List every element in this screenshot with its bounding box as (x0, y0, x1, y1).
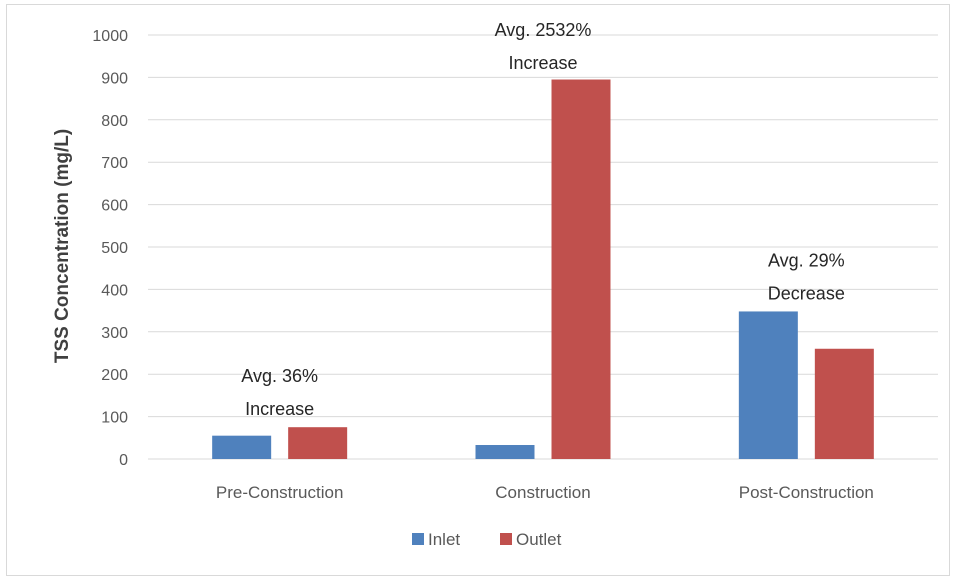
annotations: Avg. 36% Increase Avg. 2532% Increase Avg. 2… (241, 20, 845, 419)
y-tick-label: 1000 (92, 28, 128, 45)
category-label: Pre-Construction (216, 483, 344, 502)
y-tick-label: 300 (101, 325, 128, 342)
y-tick-label: 100 (101, 410, 128, 427)
legend: Inlet Outlet (412, 530, 562, 549)
category-label: Construction (495, 483, 590, 502)
category-labels: Pre-Construction Construction Post-Constru… (216, 483, 874, 502)
y-tick-label: 900 (101, 70, 128, 87)
legend-label-inlet: Inlet (428, 530, 460, 549)
y-tick-label: 400 (101, 282, 128, 299)
bars (212, 79, 874, 460)
gridlines (148, 34, 938, 460)
y-tick-label: 0 (119, 452, 128, 469)
bar-outlet (551, 79, 611, 460)
legend-label-outlet: Outlet (516, 530, 562, 549)
bar-inlet (475, 445, 535, 459)
annotation-label: Avg. 29% (768, 250, 845, 270)
bar-outlet (814, 348, 874, 459)
annotation-label: Increase (508, 53, 577, 73)
y-tick-label: 500 (101, 240, 128, 257)
y-tick-label: 200 (101, 367, 128, 384)
annotation-label: Increase (245, 399, 314, 419)
annotation-label: Avg. 2532% (495, 20, 592, 40)
bar-inlet (738, 311, 798, 459)
y-tick-label: 600 (101, 198, 128, 215)
category-label: Post-Construction (739, 483, 874, 502)
annotation-label: Decrease (768, 283, 845, 303)
y-tick-label: 800 (101, 113, 128, 130)
y-axis-title: TSS Concentration (mg/L) (52, 129, 73, 363)
bar-inlet (212, 435, 272, 459)
chart-frame (6, 4, 950, 576)
bar-outlet (288, 427, 348, 459)
y-tick-label: 700 (101, 155, 128, 172)
legend-swatch-outlet (500, 533, 512, 545)
legend-swatch-inlet (412, 533, 424, 545)
annotation-label: Avg. 36% (241, 366, 318, 386)
y-tick-labels: 0 100 200 300 400 500 600 700 800 900 1000 (92, 28, 128, 469)
